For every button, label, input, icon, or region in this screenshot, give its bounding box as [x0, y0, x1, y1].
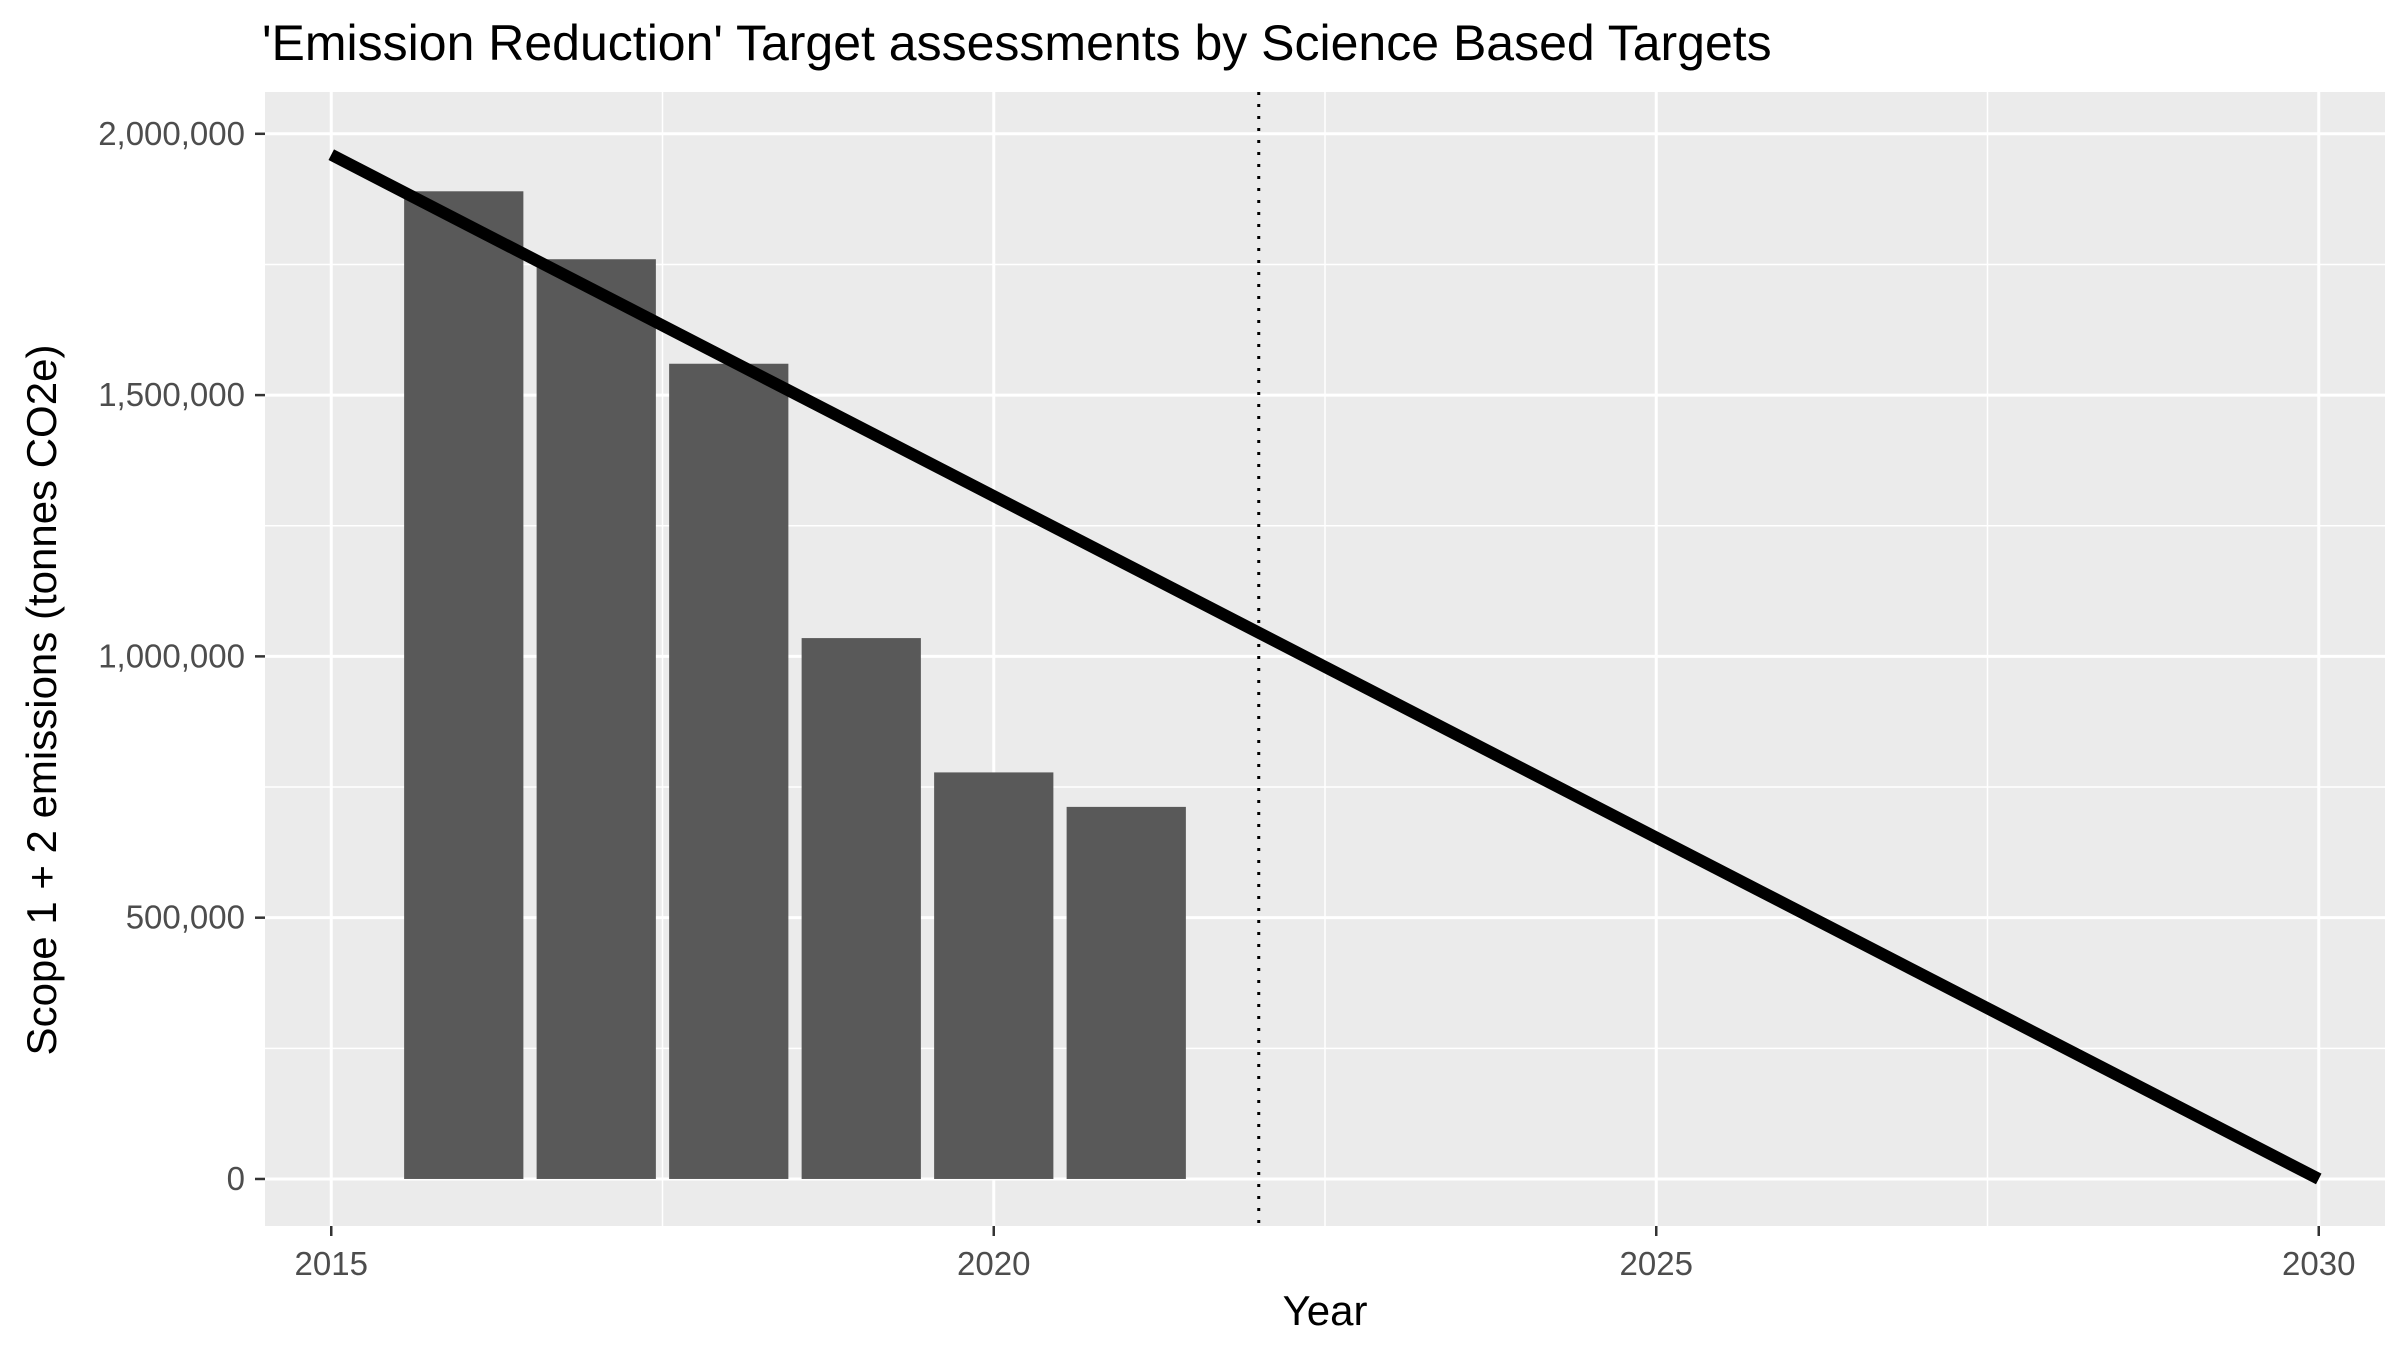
y-tick-label: 1,500,000	[98, 376, 245, 413]
y-tick-label: 2,000,000	[98, 115, 245, 152]
x-axis-ticks: 2015 2020 2025 2030	[295, 1226, 2355, 1282]
major-gridlines	[265, 92, 2385, 1226]
target-line-group	[328, 149, 2322, 1185]
x-tick-label: 2025	[1620, 1245, 1693, 1282]
x-tick-label: 2030	[2282, 1245, 2355, 1282]
bar-series	[404, 191, 1186, 1179]
y-tick-label: 1,000,000	[98, 637, 245, 674]
x-tick-label: 2015	[295, 1245, 368, 1282]
y-axis-title: Scope 1 + 2 emissions (tonnes CO2e)	[18, 345, 65, 1056]
x-axis-title: Year	[1283, 1287, 1368, 1334]
x-tick-label: 2020	[957, 1245, 1030, 1282]
bar-2016	[404, 191, 524, 1179]
bar-2021	[1066, 806, 1186, 1179]
y-tick-label: 500,000	[126, 899, 245, 936]
bar-2018	[669, 363, 789, 1179]
y-axis-ticks: 0 500,000 1,000,000 1,500,000 2,000,000	[98, 115, 265, 1197]
bar-2020	[934, 772, 1054, 1179]
y-tick-label: 0	[227, 1160, 245, 1197]
bar-2019	[801, 638, 921, 1179]
bar-2017	[536, 259, 656, 1179]
chart-title: 'Emission Reduction' Target assessments …	[262, 15, 1772, 71]
target-trajectory-line	[328, 149, 2322, 1185]
